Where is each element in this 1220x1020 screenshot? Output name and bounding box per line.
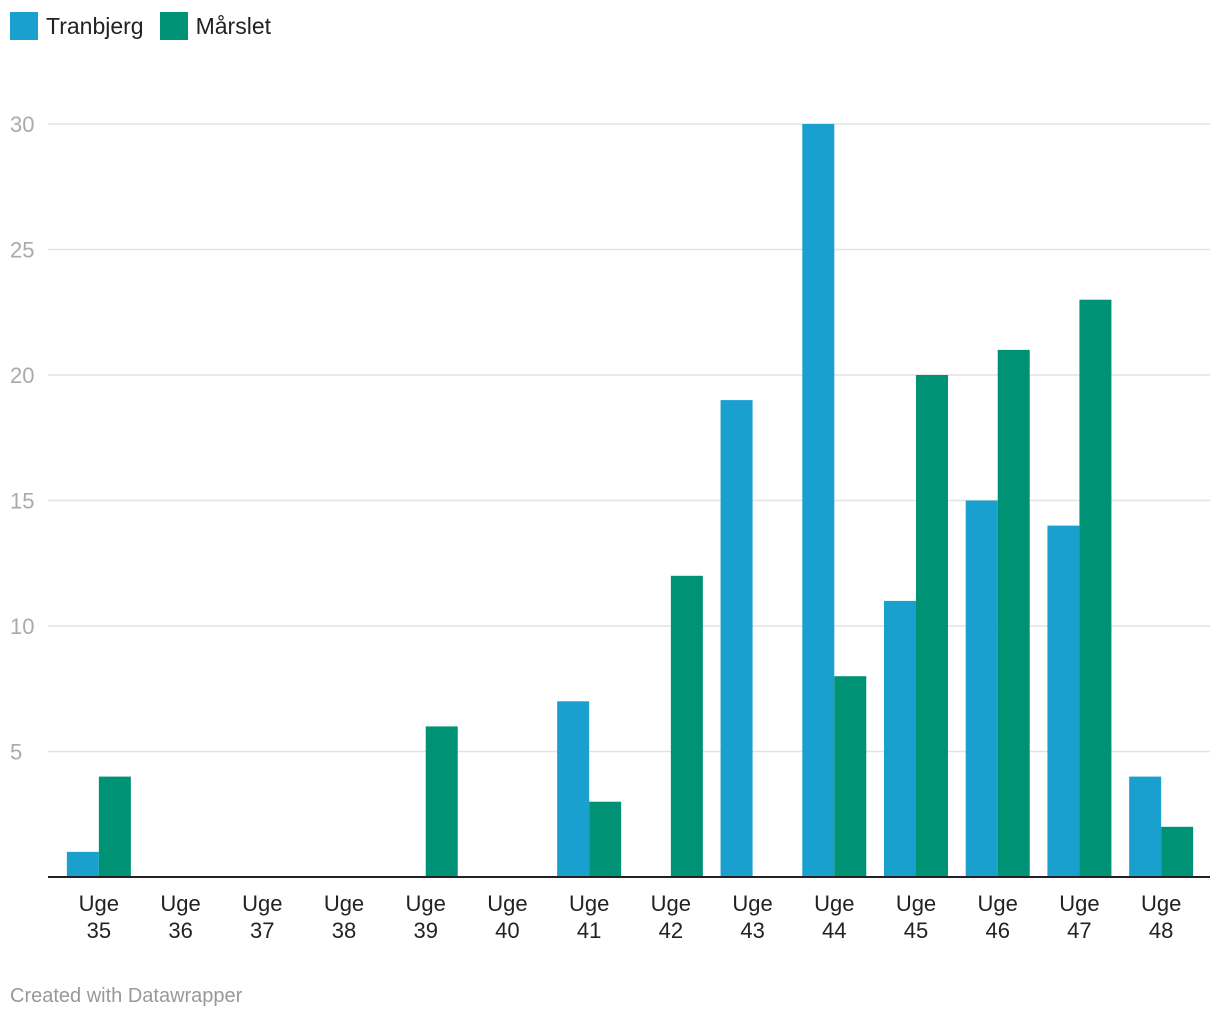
- bar-mrslet-48: [1161, 826, 1194, 877]
- bar-tranbjerg-43: [720, 400, 753, 877]
- x-tick-label-44: Uge 44: [814, 891, 854, 943]
- bar-tranbjerg-41: [557, 701, 590, 877]
- bar-mrslet-39: [425, 726, 458, 877]
- y-tick-label-5: 5: [10, 740, 22, 765]
- y-tick-label-25: 25: [10, 238, 34, 263]
- x-tick-label-36: Uge 36: [160, 891, 200, 943]
- bar-mrslet-35: [98, 776, 131, 877]
- y-tick-label-20: 20: [10, 363, 34, 388]
- legend-swatch-tranbjerg: [10, 12, 38, 40]
- x-tick-label-42: Uge 42: [651, 891, 691, 943]
- bar-chart: 5 10 15 20 25 30 Uge 35 Uge 36 Uge 37 Uge 38 Uge 39 Uge 4…: [10, 112, 1210, 943]
- bar-tranbjerg-47: [1047, 525, 1080, 877]
- x-tick-label-41: Uge 41: [569, 891, 609, 943]
- x-tick-label-35: Uge 35: [79, 891, 119, 943]
- bar-tranbjerg-45: [884, 600, 916, 877]
- bar-mrslet-47: [1079, 299, 1112, 877]
- legend-item-tranbjerg[interactable]: Tranbjerg: [10, 12, 144, 40]
- bar-tranbjerg-35: [66, 851, 99, 877]
- legend-label-marslet: Mårslet: [195, 12, 271, 39]
- x-tick-label-45: Uge 45: [896, 891, 936, 943]
- legend-label-tranbjerg: Tranbjerg: [46, 12, 144, 39]
- credit-text: Created with Datawrapper: [10, 985, 243, 1007]
- bar-mrslet-46: [997, 349, 1030, 877]
- x-tick-label-40: Uge 40: [487, 891, 527, 943]
- bar-mrslet-42: [670, 575, 703, 877]
- x-tick-label-47: Uge 47: [1059, 891, 1099, 943]
- x-tick-label-46: Uge 46: [978, 891, 1018, 943]
- bar-tranbjerg-48: [1129, 776, 1162, 877]
- bar-tranbjerg-46: [965, 500, 998, 877]
- legend: Tranbjerg Mårslet: [10, 11, 287, 41]
- y-tick-label-10: 10: [10, 614, 34, 639]
- x-tick-label-38: Uge 38: [324, 891, 364, 943]
- x-tick-label-37: Uge 37: [242, 891, 282, 943]
- bar-mrslet-44: [834, 676, 867, 877]
- y-tick-label-30: 30: [10, 112, 34, 137]
- x-tick-label-43: Uge 43: [732, 891, 772, 943]
- bar-mrslet-45: [916, 375, 948, 877]
- legend-swatch-marslet: [159, 12, 188, 40]
- bar-tranbjerg-44: [802, 124, 835, 877]
- x-tick-label-48: Uge 48: [1141, 891, 1181, 943]
- x-tick-label-39: Uge 39: [406, 891, 446, 943]
- bar-mrslet-41: [589, 801, 622, 877]
- y-tick-label-15: 15: [10, 489, 34, 514]
- legend-item-marslet[interactable]: Mårslet: [159, 12, 271, 40]
